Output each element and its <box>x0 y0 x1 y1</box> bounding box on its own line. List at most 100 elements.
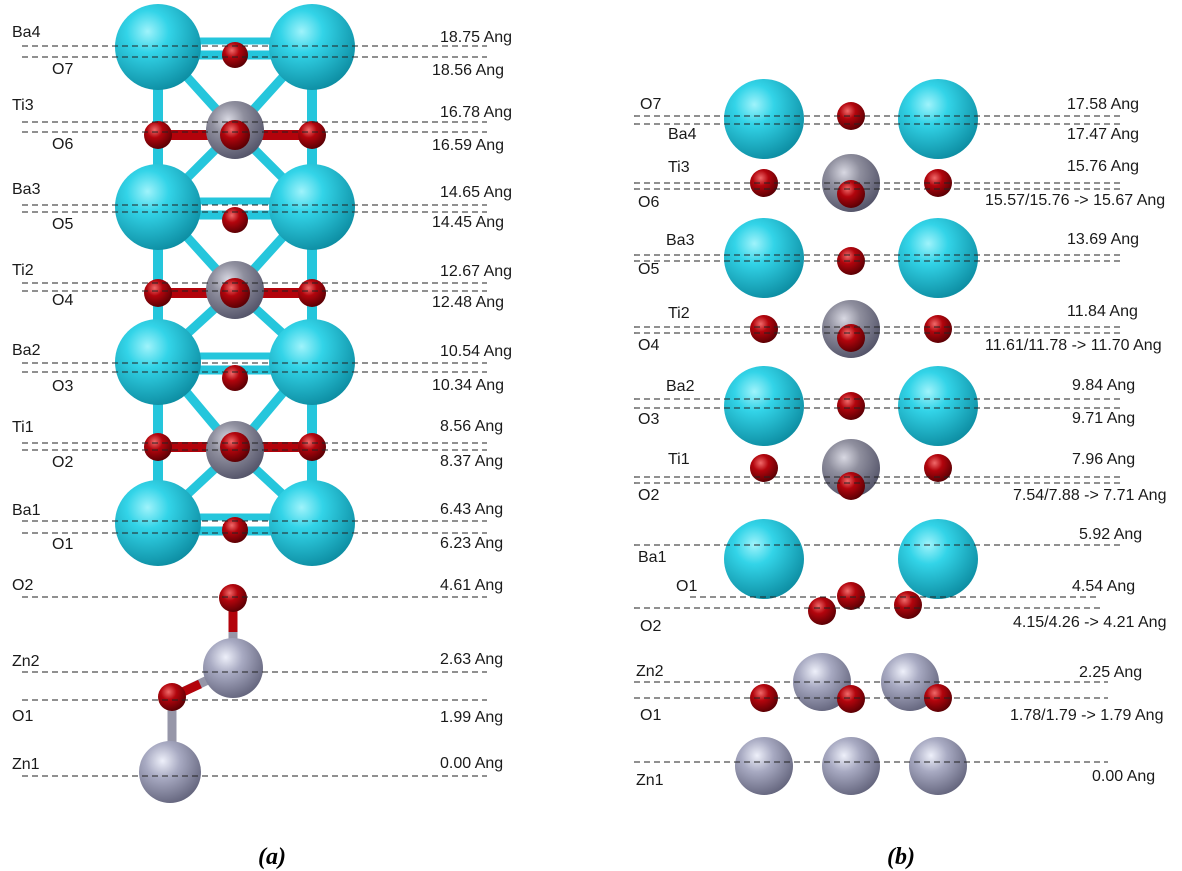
ba-atom <box>724 79 804 159</box>
layer-value-b: 4.54 Ang <box>1072 578 1135 595</box>
o-atom <box>924 454 952 482</box>
layer-value-b: 9.84 Ang <box>1072 377 1135 394</box>
layer-name-a: O4 <box>52 292 73 309</box>
zn-atom <box>735 737 793 795</box>
layer-name-b: Ba2 <box>666 378 695 395</box>
layer-name-b: O7 <box>640 96 661 113</box>
o-atom <box>837 582 865 610</box>
layer-name-a: Zn2 <box>12 653 40 670</box>
layer-value-a: 18.56 Ang <box>432 62 504 79</box>
panel-a-caption: (a) <box>258 844 286 870</box>
layer-name-b: O2 <box>640 618 661 635</box>
layer-value-b: 11.61/11.78 -> 11.70 Ang <box>985 337 1162 354</box>
layer-value-b: 4.15/4.26 -> 4.21 Ang <box>1013 614 1166 631</box>
layer-name-a: O6 <box>52 136 73 153</box>
o-atom <box>222 42 248 68</box>
layer-value-a: 14.65 Ang <box>440 184 512 201</box>
layer-name-a: Zn1 <box>12 756 40 773</box>
panel-a-layer-lines <box>22 45 487 777</box>
zn-atom <box>139 741 201 803</box>
layer-name-a: O3 <box>52 378 73 395</box>
layer-name-b: Ti2 <box>668 305 690 322</box>
layer-value-a: 16.59 Ang <box>432 137 504 154</box>
ba-atom <box>115 480 201 566</box>
panel-b-caption: (b) <box>887 844 915 870</box>
zn-atom <box>203 638 263 698</box>
ba-atom <box>115 319 201 405</box>
layer-value-a: 8.56 Ang <box>440 418 503 435</box>
layer-name-b: O5 <box>638 261 659 278</box>
layer-name-b: Ba4 <box>668 126 697 143</box>
o-atom <box>144 279 172 307</box>
o-atom <box>298 279 326 307</box>
layer-value-a: 12.67 Ang <box>440 263 512 280</box>
o-atom <box>298 121 326 149</box>
layer-value-b: 9.71 Ang <box>1072 410 1135 427</box>
o-atom <box>222 517 248 543</box>
o-atom <box>222 207 248 233</box>
layer-name-b: Ba1 <box>638 549 667 566</box>
layer-name-b: Zn1 <box>636 772 664 789</box>
ba-atom <box>269 319 355 405</box>
o-atom <box>837 247 865 275</box>
panel-b-labels: O7 17.58 Ang Ba4 17.47 Ang Ti3 15.76 Ang… <box>636 96 1166 789</box>
o-atom <box>750 315 778 343</box>
layer-value-b: 7.96 Ang <box>1072 451 1135 468</box>
layer-value-a: 6.43 Ang <box>440 501 503 518</box>
ba-atom <box>898 79 978 159</box>
ba-atom <box>898 366 978 446</box>
layer-name-a: O7 <box>52 61 73 78</box>
panel-a-structure <box>115 4 355 803</box>
layer-name-b: Ti3 <box>668 159 690 176</box>
layer-name-a: O2 <box>12 577 33 594</box>
panel-a-labels: Ba4 18.75 Ang O7 18.56 Ang Ti3 16.78 Ang… <box>12 24 512 773</box>
layer-name-b: O6 <box>638 194 659 211</box>
layer-value-a: 10.54 Ang <box>440 343 512 360</box>
layer-name-a: O5 <box>52 216 73 233</box>
ba-atom <box>269 480 355 566</box>
layer-value-a: 8.37 Ang <box>440 453 503 470</box>
layer-value-b: 0.00 Ang <box>1092 768 1155 785</box>
layer-name-b: O1 <box>676 578 697 595</box>
layer-name-a: Ba4 <box>12 24 41 41</box>
layer-name-a: Ba3 <box>12 181 41 198</box>
layer-value-b: 15.76 Ang <box>1067 158 1139 175</box>
ba-atom <box>898 519 978 599</box>
o-atom <box>837 102 865 130</box>
layer-name-a: Ba2 <box>12 342 41 359</box>
layer-value-a: 10.34 Ang <box>432 377 504 394</box>
layer-name-b: O1 <box>640 707 661 724</box>
ba-atom <box>724 366 804 446</box>
layer-name-b: Ti1 <box>668 451 690 468</box>
ba-atom <box>269 164 355 250</box>
layer-name-a: O2 <box>52 454 73 471</box>
layer-value-a: 1.99 Ang <box>440 709 503 726</box>
layer-value-b: 1.78/1.79 -> 1.79 Ang <box>1010 707 1163 724</box>
ba-atom <box>724 519 804 599</box>
o-atom <box>144 121 172 149</box>
layer-name-b: Ba3 <box>666 232 695 249</box>
layer-value-a: 16.78 Ang <box>440 104 512 121</box>
layer-value-b: 7.54/7.88 -> 7.71 Ang <box>1013 487 1166 504</box>
layer-value-b: 5.92 Ang <box>1079 526 1142 543</box>
o-atom <box>837 180 865 208</box>
o-atom <box>894 591 922 619</box>
o-atom <box>808 597 836 625</box>
panel-b-layer-lines <box>634 115 1122 763</box>
layer-value-b: 11.84 Ang <box>1067 303 1138 320</box>
layer-name-a: Ti3 <box>12 97 34 114</box>
ba-atom <box>898 218 978 298</box>
layer-name-a: Ti1 <box>12 419 34 436</box>
zn-atom <box>909 737 967 795</box>
layer-value-b: 2.25 Ang <box>1079 664 1142 681</box>
layer-value-a: 2.63 Ang <box>440 651 503 668</box>
layer-value-a: 0.00 Ang <box>440 755 503 772</box>
o-atom <box>750 454 778 482</box>
ba-atom <box>269 4 355 90</box>
ba-atom <box>115 164 201 250</box>
zn-atom <box>793 653 851 711</box>
o-atom <box>298 433 326 461</box>
o-atom <box>837 324 865 352</box>
layer-name-a: Ti2 <box>12 262 34 279</box>
